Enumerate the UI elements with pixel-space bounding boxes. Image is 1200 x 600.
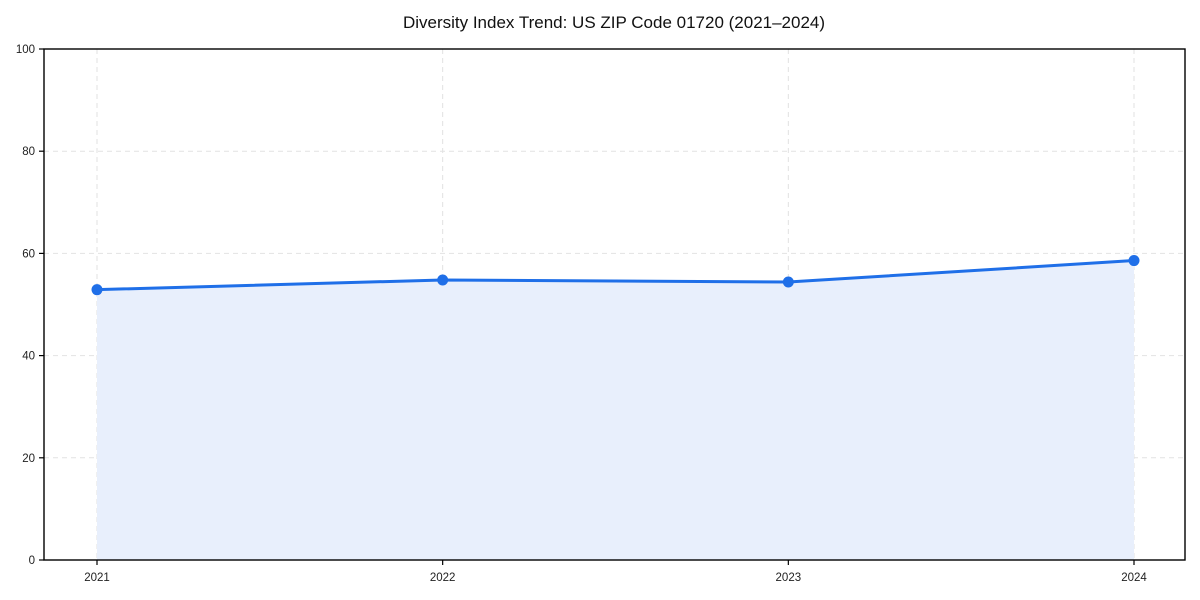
x-tick-label-2023: 2023 <box>776 572 802 584</box>
y-tick-label-100: 100 <box>16 44 35 56</box>
y-tick-label-40: 40 <box>22 351 35 363</box>
plot-border <box>43 48 1186 561</box>
data-point-2024 <box>1128 255 1140 267</box>
y-tick-label-20: 20 <box>22 453 35 465</box>
y-tick-label-60: 60 <box>22 248 35 260</box>
series-layer <box>91 255 1140 560</box>
data-point-2022 <box>437 274 449 286</box>
trend-line <box>95 259 1136 292</box>
x-tick-label-2022: 2022 <box>430 572 456 584</box>
data-point-2021 <box>91 284 103 296</box>
axis-layer: 0 20 40 60 80 100 2021 2022 2023 2024 <box>16 44 1186 584</box>
y-tick-label-0: 0 <box>29 555 35 567</box>
x-tick-label-2024: 2024 <box>1121 572 1147 584</box>
area-fill <box>97 260 1134 560</box>
chart-title: Diversity Index Trend: US ZIP Code 01720… <box>403 13 825 32</box>
y-tick-label-80: 80 <box>22 146 35 158</box>
data-point-2023 <box>782 276 794 288</box>
x-tick-label-2021: 2021 <box>84 572 110 584</box>
